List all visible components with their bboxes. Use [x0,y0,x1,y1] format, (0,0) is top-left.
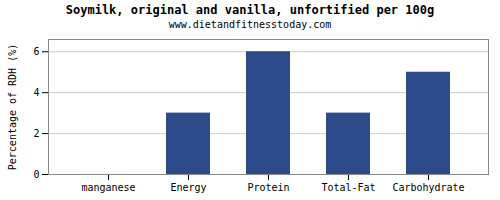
svg-text:0: 0 [33,169,39,180]
html-text:www.dietandfitnesstoday.com: www.dietandfitnesstoday.com [168,19,332,30]
svg-text:4: 4 [33,87,39,98]
svg-text:6: 6 [33,46,39,57]
svg-text:Carbohydrate: Carbohydrate [392,182,464,193]
svg-text:manganese: manganese [81,182,135,193]
svg-text:Percentage of RDH (%): Percentage of RDH (%) [7,44,18,170]
svg-text:2: 2 [33,128,39,139]
svg-text:Energy: Energy [170,182,206,193]
svg-text:Total-Fat: Total-Fat [321,182,375,193]
svg-text:Protein: Protein [247,182,289,193]
html-text:Soymilk, original and vanilla,: Soymilk, original and vanilla, unfortifi… [65,3,435,17]
